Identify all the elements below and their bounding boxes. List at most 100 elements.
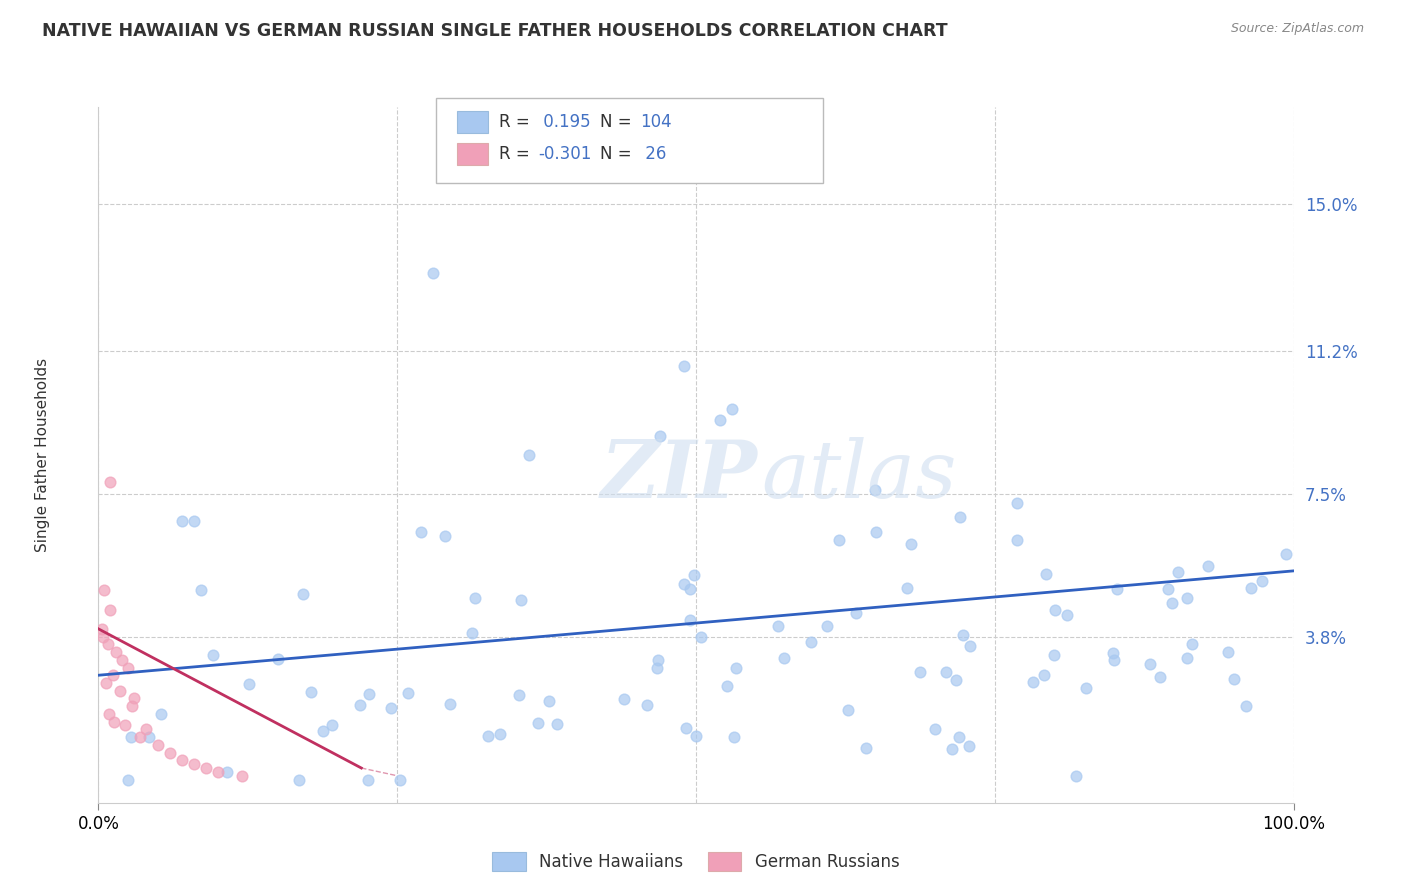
Point [683,567,706,582]
Point [645,661,668,675]
Point [231,769,253,783]
Point [91,622,114,636]
Point [1043,603,1066,617]
Point [949,510,972,524]
Point [98,706,121,721]
Point [1043,648,1066,662]
Point [538,694,561,708]
Point [673,359,696,373]
Point [103,714,125,729]
Point [439,697,461,711]
Point [510,593,533,607]
Point [855,741,877,756]
Point [114,718,136,732]
Point [1066,769,1088,783]
Point [91,630,114,644]
Point [120,730,142,744]
Point [477,729,499,743]
Point [845,606,868,620]
Point [709,413,731,427]
Point [1107,582,1129,596]
Point [1160,596,1182,610]
Point [900,537,922,551]
Point [357,772,380,787]
Point [1175,650,1198,665]
Point [766,619,789,633]
Point [1035,567,1057,582]
Point [396,686,419,700]
Point [461,626,484,640]
Point [689,630,711,644]
Point [526,716,548,731]
Point [138,730,160,744]
Point [679,613,702,627]
Point [865,483,887,497]
Point [183,514,205,528]
Point [101,668,124,682]
Point [94,676,117,690]
Y-axis label: Single Father Households: Single Father Households [35,358,49,552]
Point [1175,591,1198,605]
Point [945,673,967,687]
Point [800,635,823,649]
Point [359,687,381,701]
Point [828,533,851,547]
Point [1222,672,1244,686]
Point [267,652,290,666]
Point [1005,533,1028,547]
Point [98,602,122,616]
Point [321,717,343,731]
Point [422,266,444,280]
Point [215,765,238,780]
Point [1032,668,1054,682]
Point [1181,637,1204,651]
Point [190,583,212,598]
Point [489,727,512,741]
Point [613,691,636,706]
Point [1157,582,1180,596]
Point [172,753,194,767]
Point [291,587,314,601]
Text: Source: ZipAtlas.com: Source: ZipAtlas.com [1230,22,1364,36]
Point [105,645,128,659]
Point [117,660,139,674]
Point [773,651,796,665]
Point [672,576,695,591]
Point [172,514,194,528]
Point [411,525,433,540]
Point [159,746,181,760]
Point [948,730,970,744]
Legend: Native Hawaiians, German Russians: Native Hawaiians, German Russians [485,846,907,878]
Text: 0.195: 0.195 [538,113,591,131]
Point [434,529,457,543]
Point [1104,653,1126,667]
Point [721,401,744,416]
Point [121,699,143,714]
Point [636,698,658,712]
Point [195,761,218,775]
Point [724,661,747,675]
Point [896,581,918,595]
Text: R =: R = [499,113,536,131]
Point [959,640,981,654]
Point [1250,574,1272,589]
Point [98,475,122,489]
Point [815,619,838,633]
Point [716,679,738,693]
Point [1074,681,1097,695]
Point [517,448,540,462]
Point [148,738,170,752]
Point [675,721,697,735]
Point [647,653,669,667]
Point [1234,699,1257,714]
Point [93,583,115,598]
Text: 26: 26 [640,145,666,163]
Point [1101,646,1123,660]
Point [299,685,322,699]
Point [935,665,957,679]
Point [1056,608,1078,623]
Point [546,717,568,731]
Point [924,723,946,737]
Point [183,757,205,772]
Point [124,691,146,706]
